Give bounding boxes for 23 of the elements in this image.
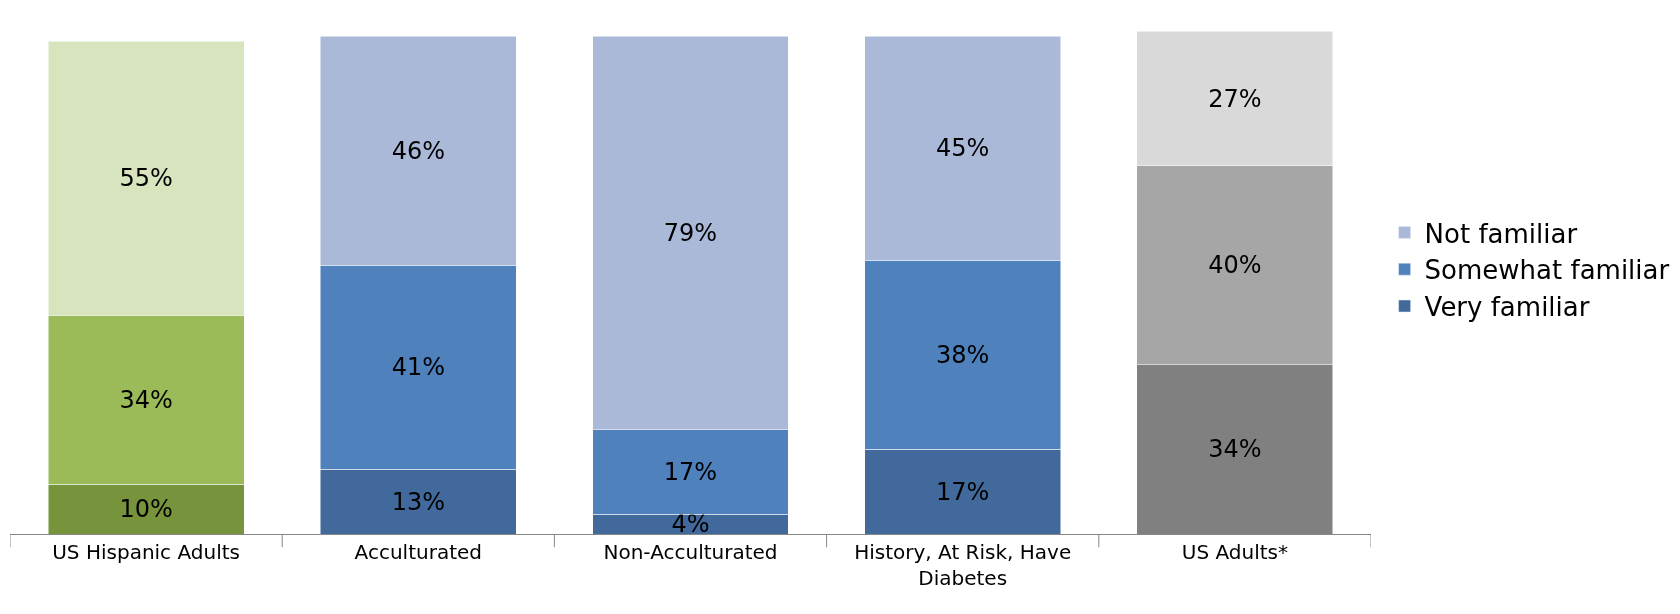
data-label: 17% bbox=[936, 477, 990, 506]
x-tick-label: Acculturated bbox=[354, 540, 482, 564]
legend-label: Very familiar bbox=[1424, 292, 1590, 323]
data-label: 13% bbox=[391, 487, 445, 516]
x-tick-label: US Hispanic Adults bbox=[52, 540, 240, 564]
x-tick-label: Non-Acculturated bbox=[603, 540, 778, 564]
data-label: 55% bbox=[119, 164, 173, 193]
data-label: 27% bbox=[1208, 84, 1262, 113]
data-label: 38% bbox=[936, 340, 990, 369]
data-label: 17% bbox=[663, 457, 718, 486]
data-label: 10% bbox=[119, 495, 173, 524]
legend-label: Somewhat familiar bbox=[1424, 255, 1670, 286]
data-label: 34% bbox=[119, 385, 173, 414]
data-label: 46% bbox=[391, 136, 445, 165]
x-tick-label: History, At Risk, Have Diabetes bbox=[854, 540, 1072, 590]
data-label: 4% bbox=[671, 510, 710, 539]
data-label: 34% bbox=[1208, 435, 1262, 464]
data-label: 79% bbox=[663, 218, 718, 247]
x-tick-label: US Adults* bbox=[1181, 540, 1289, 564]
data-label: 45% bbox=[936, 134, 990, 163]
data-label: 40% bbox=[1208, 251, 1262, 280]
legend-label: Not familiar bbox=[1424, 218, 1578, 249]
data-label: 41% bbox=[391, 353, 445, 382]
